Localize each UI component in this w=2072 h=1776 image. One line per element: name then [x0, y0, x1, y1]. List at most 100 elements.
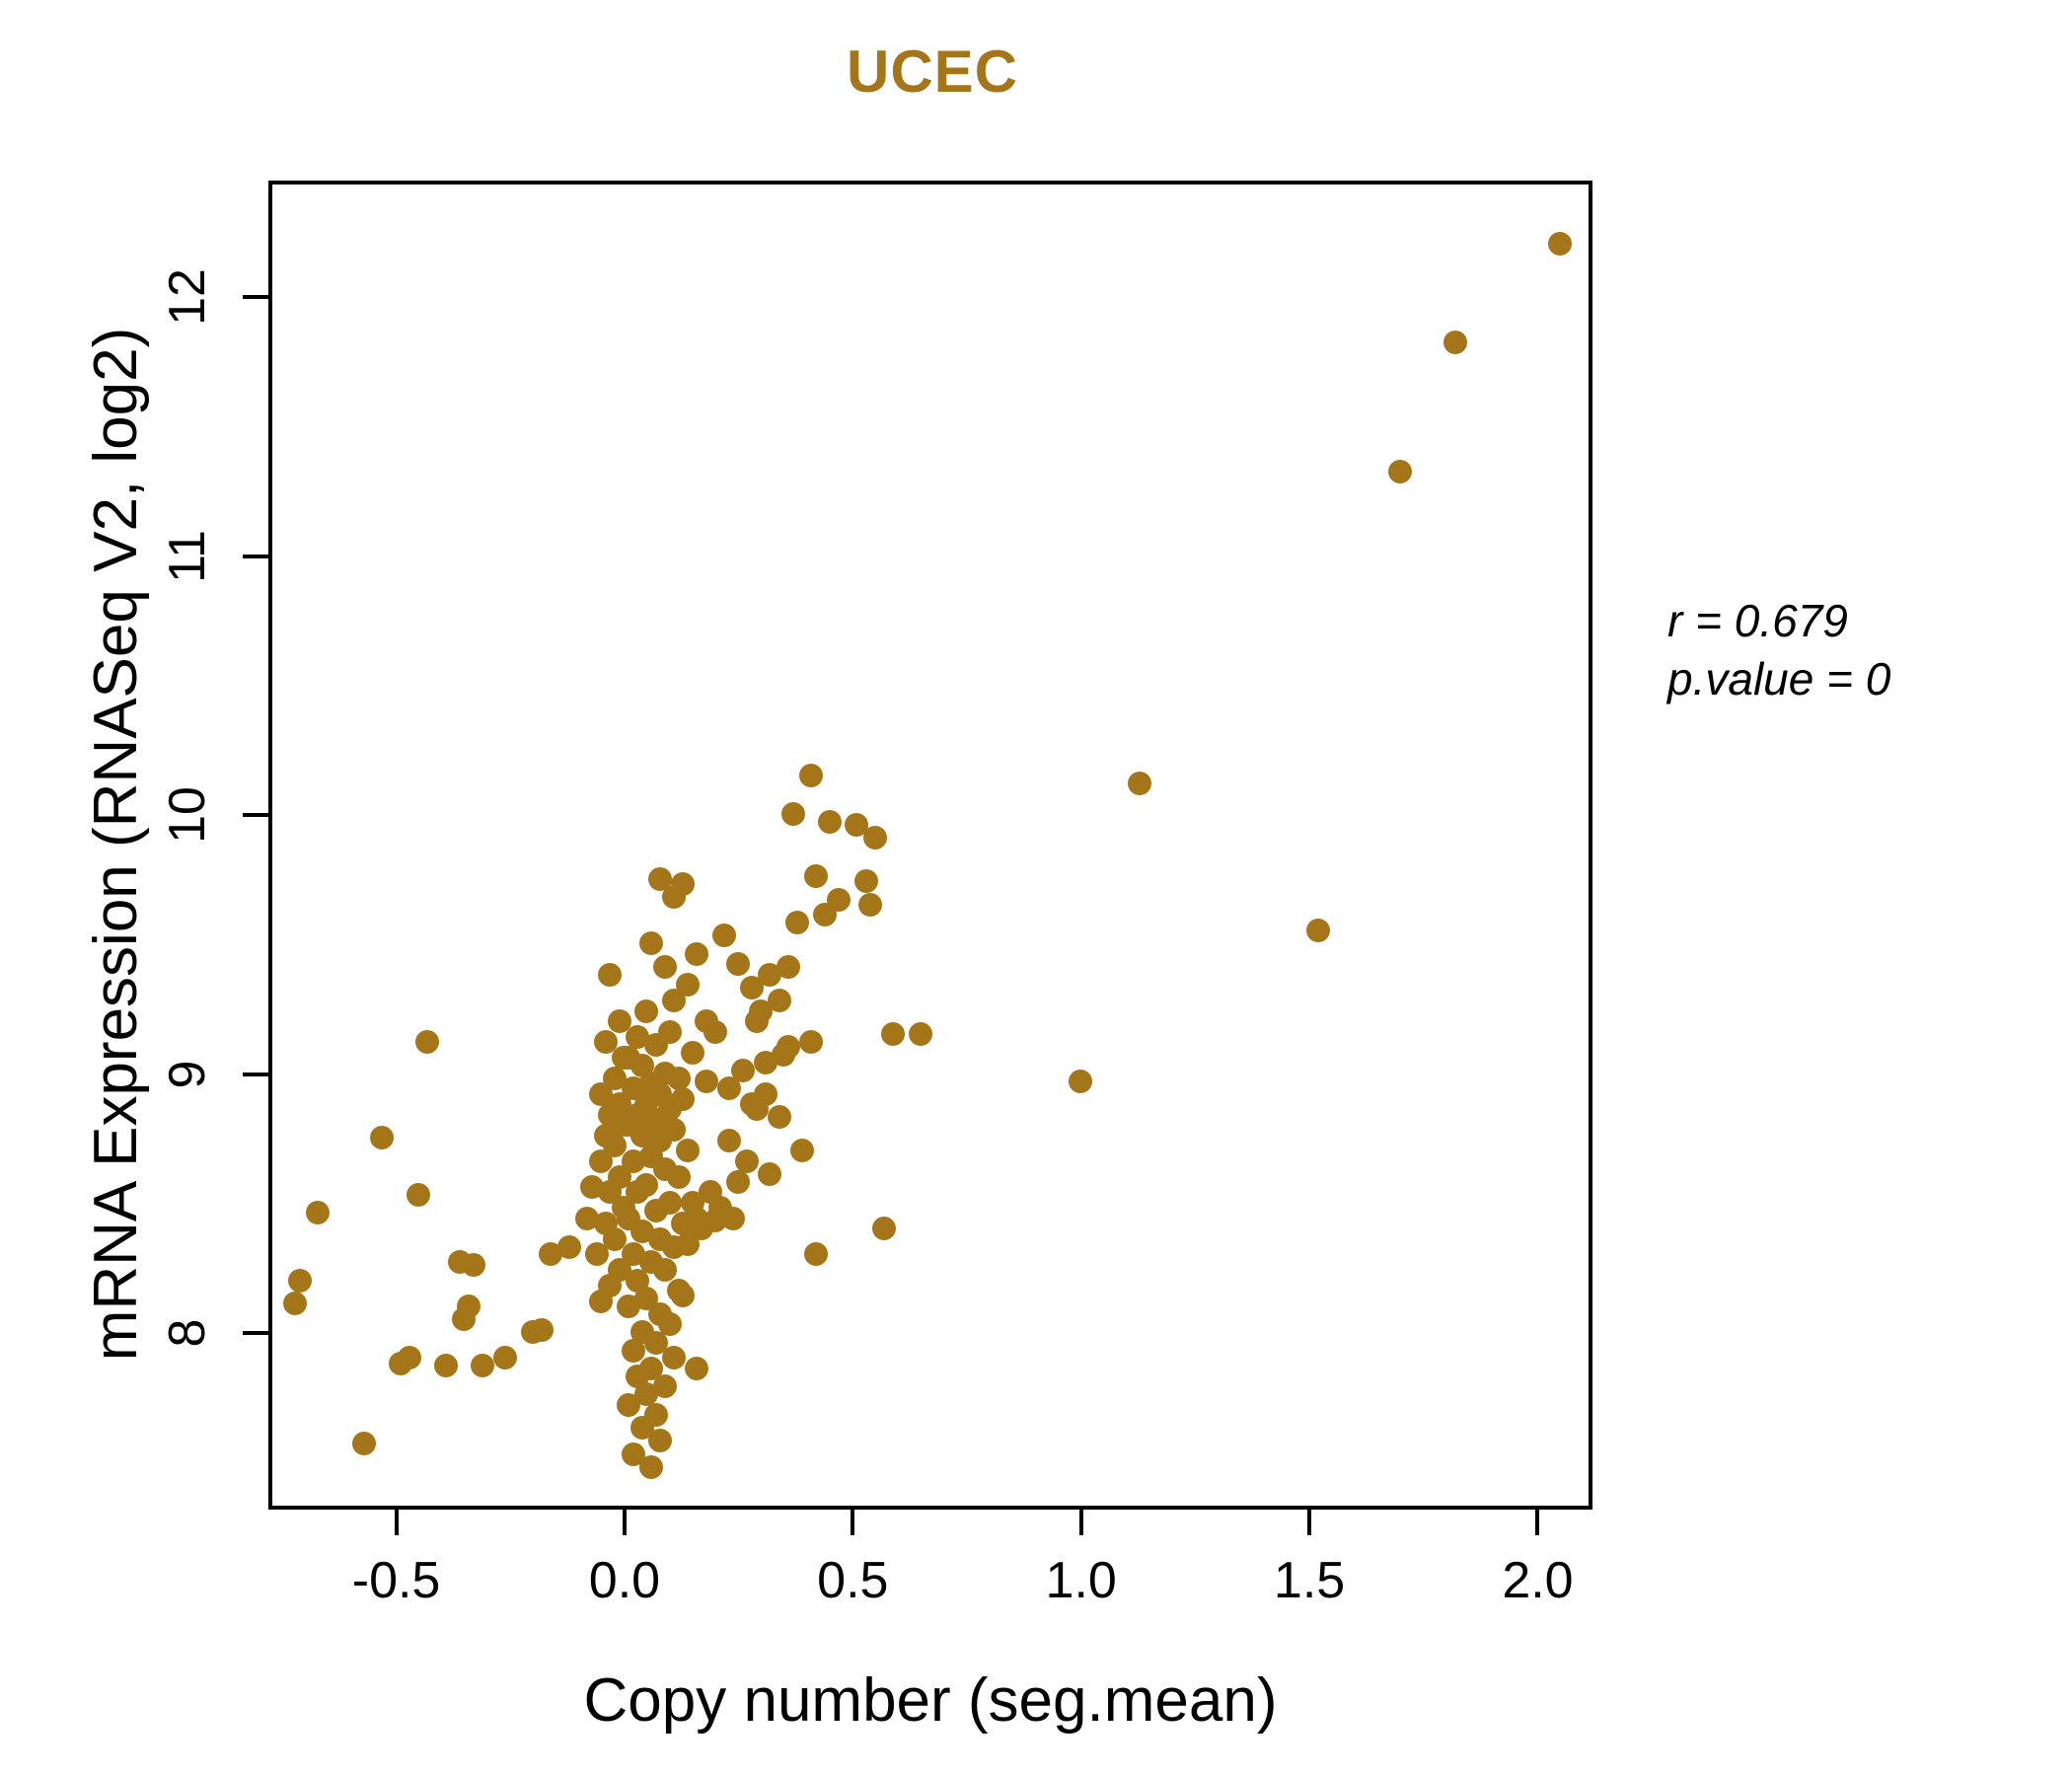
- y-axis-tick-label: 9: [159, 1060, 216, 1089]
- y-axis-tick: [243, 813, 268, 818]
- data-points-layer: [272, 185, 1589, 1506]
- data-point: [799, 763, 824, 787]
- data-point: [621, 1338, 645, 1363]
- data-point: [616, 1294, 640, 1318]
- data-point: [287, 1268, 312, 1293]
- data-point: [415, 1030, 440, 1055]
- data-point: [726, 952, 750, 977]
- statistics-annotation: r = 0.679 p.value = 0: [1667, 592, 1890, 708]
- data-point: [881, 1022, 906, 1047]
- y-axis-tick: [243, 295, 268, 300]
- data-point: [789, 1139, 814, 1163]
- data-point: [767, 1105, 791, 1130]
- data-point: [639, 1454, 664, 1479]
- data-point: [716, 1076, 741, 1101]
- data-point: [652, 954, 677, 979]
- data-point: [351, 1432, 376, 1456]
- data-point: [407, 1183, 431, 1208]
- data-point: [447, 1250, 472, 1275]
- data-point: [671, 871, 696, 896]
- data-point: [799, 1030, 824, 1055]
- data-point: [575, 1206, 600, 1230]
- x-axis-tick: [622, 1510, 627, 1535]
- data-point: [694, 1069, 718, 1093]
- data-point: [433, 1354, 458, 1378]
- data-point: [306, 1201, 331, 1225]
- data-point: [662, 1346, 687, 1370]
- data-point: [772, 1043, 796, 1068]
- data-point: [470, 1354, 494, 1378]
- data-point: [689, 1217, 713, 1241]
- data-point: [666, 1279, 691, 1303]
- data-point: [780, 802, 805, 827]
- data-point: [666, 1066, 691, 1090]
- data-point: [758, 1162, 782, 1187]
- data-point: [862, 825, 887, 850]
- data-point: [643, 1198, 668, 1222]
- data-point: [803, 864, 828, 889]
- data-point: [520, 1320, 545, 1345]
- data-point: [639, 931, 664, 956]
- data-point: [652, 1258, 677, 1283]
- x-axis-tick-label: 0.5: [817, 1552, 889, 1609]
- data-point: [676, 1139, 701, 1163]
- data-point: [1069, 1069, 1093, 1093]
- plot-area: [268, 181, 1592, 1510]
- p-value: p.value = 0: [1667, 652, 1891, 704]
- data-point: [388, 1351, 412, 1375]
- x-axis-tick-label: 1.5: [1273, 1552, 1346, 1609]
- data-point: [703, 1019, 727, 1044]
- data-point: [712, 924, 737, 948]
- x-axis-tick-label: -0.5: [351, 1552, 441, 1609]
- data-point: [721, 1206, 746, 1230]
- data-point: [785, 911, 810, 935]
- x-axis-tick: [394, 1510, 399, 1535]
- data-point: [589, 1289, 614, 1313]
- data-point: [662, 1234, 687, 1259]
- data-point: [283, 1292, 308, 1316]
- data-point: [607, 1009, 631, 1034]
- y-axis-tick: [243, 554, 268, 558]
- data-point: [612, 1045, 636, 1070]
- data-point: [1547, 232, 1572, 257]
- data-point: [1388, 460, 1412, 484]
- data-point: [1305, 919, 1330, 943]
- data-point: [579, 1175, 604, 1200]
- x-axis-tick: [1078, 1510, 1083, 1535]
- y-axis-tick-label: 11: [159, 529, 216, 583]
- data-point: [817, 809, 842, 834]
- data-point: [735, 1148, 760, 1173]
- data-point: [858, 892, 883, 917]
- data-point: [812, 903, 837, 927]
- data-point: [662, 989, 687, 1013]
- page-title: UCEC: [846, 38, 1018, 105]
- data-point: [739, 975, 764, 999]
- x-axis-tick: [1307, 1510, 1312, 1535]
- data-point: [598, 962, 623, 987]
- data-point: [584, 1242, 609, 1267]
- data-point: [539, 1242, 563, 1267]
- data-point: [1443, 331, 1467, 355]
- data-point: [648, 1429, 673, 1453]
- data-point: [853, 869, 878, 894]
- x-axis-tick: [1535, 1510, 1540, 1535]
- data-point: [589, 1148, 614, 1173]
- data-point: [753, 1081, 777, 1106]
- data-point: [370, 1126, 395, 1150]
- x-axis-tick: [851, 1510, 855, 1535]
- correlation-value: r = 0.679: [1667, 595, 1848, 646]
- data-point: [803, 1242, 828, 1267]
- data-point: [493, 1346, 517, 1370]
- data-point: [749, 999, 774, 1023]
- data-point: [612, 1196, 636, 1221]
- x-axis-label: Copy number (seg.mean): [583, 1666, 1278, 1735]
- y-axis-tick-label: 10: [159, 786, 216, 845]
- data-point: [643, 1032, 668, 1057]
- data-point: [685, 1356, 709, 1380]
- data-point: [726, 1169, 750, 1194]
- y-axis-tick-label: 8: [159, 1318, 216, 1348]
- data-point: [685, 941, 709, 966]
- data-point: [634, 999, 659, 1023]
- x-axis-tick-label: 0.0: [588, 1552, 661, 1609]
